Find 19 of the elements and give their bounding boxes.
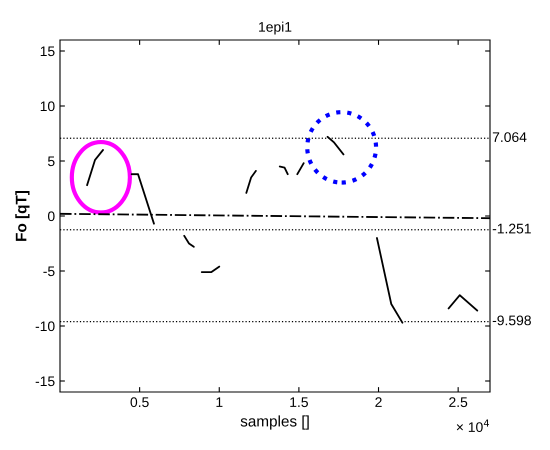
x-tick-label: 2 xyxy=(375,397,382,407)
x-tick-label: 1.5 xyxy=(290,397,308,408)
y-tick-label: -10 xyxy=(36,321,55,332)
x-axis-title: samples [] xyxy=(240,415,309,430)
x-tick-label: 2.5 xyxy=(449,397,468,408)
chart-title: 1epi1 xyxy=(259,22,292,35)
y-tick-label: -15 xyxy=(36,376,55,386)
y-axis-title: Fo [qT] xyxy=(15,190,30,241)
y-tick-label: 10 xyxy=(40,101,55,112)
ref-line-label: -9.598 xyxy=(492,315,531,326)
x-tick-label: 1 xyxy=(216,397,222,407)
text: × 10$^{4}$ xyxy=(456,419,490,432)
y-tick-label: 15 xyxy=(40,46,55,56)
ref-line-label: 7.064 xyxy=(492,132,526,142)
ref-line-label: -1.251 xyxy=(492,224,531,234)
x-tick-label: 0.5 xyxy=(130,397,149,408)
y-tick-label: 0 xyxy=(48,211,55,222)
y-tick-label: 5 xyxy=(48,156,55,166)
y-tick-label: -5 xyxy=(43,266,55,276)
